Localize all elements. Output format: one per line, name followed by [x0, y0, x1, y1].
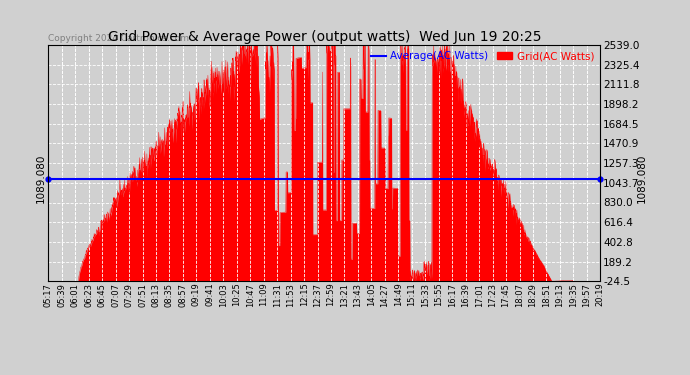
Title: Grid Power & Average Power (output watts)  Wed Jun 19 20:25: Grid Power & Average Power (output watts…: [108, 30, 541, 44]
Legend: Average(AC Watts), Grid(AC Watts): Average(AC Watts), Grid(AC Watts): [366, 47, 598, 65]
Text: Copyright 2024 Cartronics.com: Copyright 2024 Cartronics.com: [48, 34, 189, 43]
Text: 1089.080: 1089.080: [637, 154, 647, 203]
